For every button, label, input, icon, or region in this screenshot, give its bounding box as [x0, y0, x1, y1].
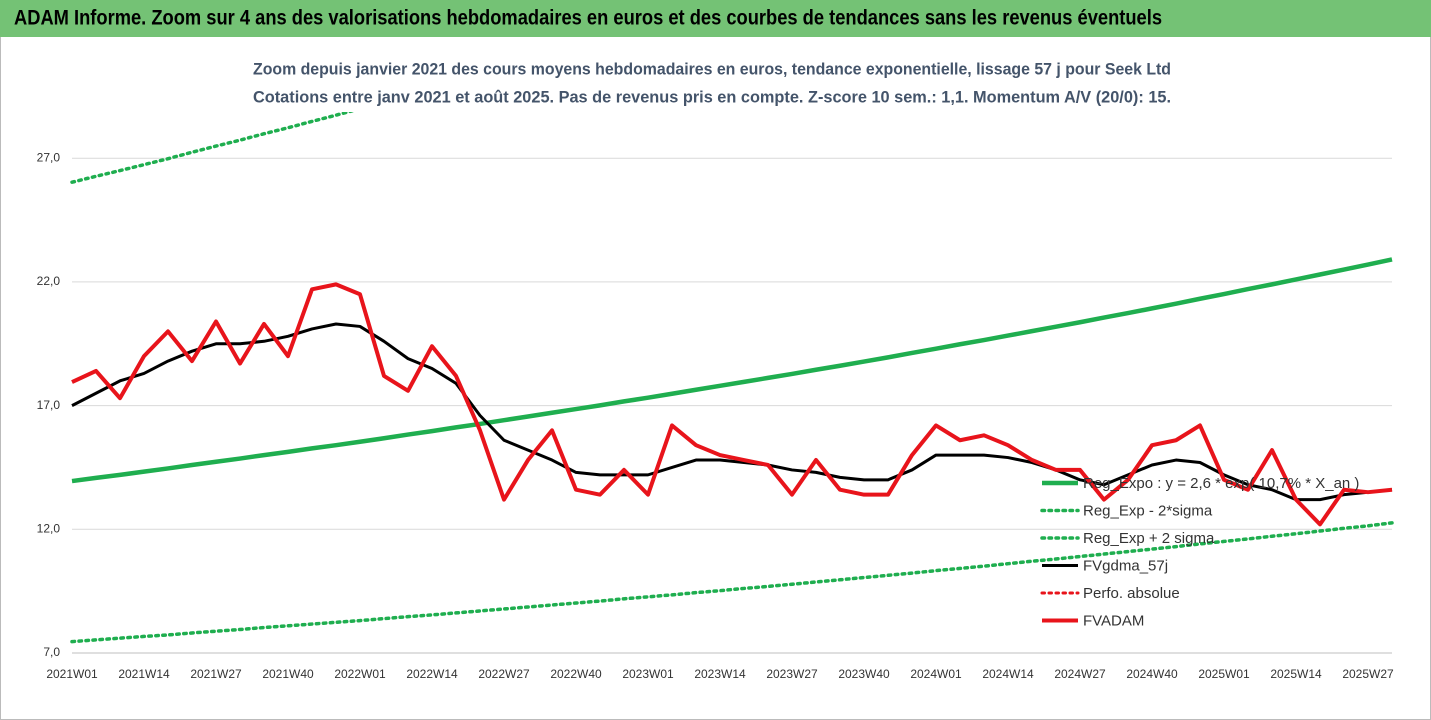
x-tick-label: 2021W40 — [262, 667, 314, 681]
x-tick-label: 2024W27 — [1054, 667, 1106, 681]
legend-label: FVADAM — [1083, 612, 1144, 629]
x-tick-label: 2023W40 — [838, 667, 890, 681]
header: ADAM Informe. Zoom sur 4 ans des valoris… — [14, 7, 1162, 30]
legend-label: Perfo. absolue — [1083, 585, 1180, 602]
x-tick-label: 2024W40 — [1126, 667, 1178, 681]
x-tick-label: 2024W14 — [982, 667, 1034, 681]
series-line — [70, 84, 456, 184]
x-tick-label: 2021W27 — [190, 667, 242, 681]
y-tick-label: 12,0 — [37, 521, 61, 535]
x-tick-label: 2023W27 — [766, 667, 818, 681]
y-tick-label: 17,0 — [37, 398, 61, 412]
x-tick-label: 2022W27 — [478, 667, 530, 681]
legend-label: Reg_Exp + 2 sigma — [1083, 530, 1215, 547]
header-bar — [0, 0, 1431, 37]
legend-label: FVgdma_57j — [1083, 557, 1168, 574]
chart-title: Zoom depuis janvier 2021 des cours moyen… — [253, 59, 1171, 78]
x-tick-label: 2023W14 — [694, 667, 746, 681]
x-tick-label: 2022W40 — [550, 667, 602, 681]
x-tick-label: 2025W01 — [1198, 667, 1250, 681]
series-line — [70, 521, 1394, 644]
subtitle-box — [245, 50, 1178, 112]
x-tick-label: 2021W01 — [46, 667, 98, 681]
legend-label: Reg_Exp - 2*sigma — [1083, 502, 1213, 519]
x-tick-label: 2022W01 — [334, 667, 386, 681]
series-line — [71, 282, 1393, 527]
chart-subtitle: Cotations entre janv 2021 et août 2025. … — [253, 87, 1171, 106]
x-tick-label: 2023W01 — [622, 667, 674, 681]
x-tick-label: 2025W14 — [1270, 667, 1322, 681]
legend-label: Reg_Expo : y = 2,6 * exp( 10,7% * X_an ) — [1083, 475, 1359, 492]
x-tick-label: 2021W14 — [118, 667, 170, 681]
y-tick-label: 27,0 — [37, 150, 61, 164]
y-tick-label: 7,0 — [43, 645, 60, 659]
x-tick-label: 2024W01 — [910, 667, 962, 681]
y-tick-label: 22,0 — [37, 274, 61, 288]
series-line — [71, 257, 1393, 484]
x-tick-label: 2022W14 — [406, 667, 458, 681]
x-tick-label: 2025W27 — [1342, 667, 1394, 681]
series-line — [71, 322, 1393, 502]
